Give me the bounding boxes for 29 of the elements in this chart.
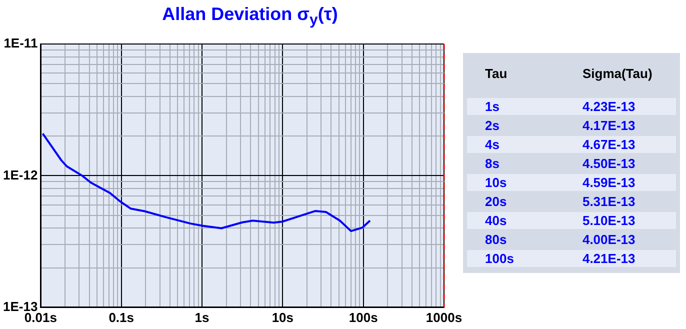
text: 5.10E-13 [582,213,636,228]
y-tick-label: 1E-12 [2,167,38,182]
text: 4.67E-13 [582,137,636,152]
category-label: 8s [484,155,500,172]
category-label: 1s [484,98,500,115]
category-label: 40s [484,212,508,229]
category-label: 20s [484,193,508,210]
x-tick-label: 1000s [426,310,462,325]
x-tick-label: 10s [272,310,294,325]
text: 4.23E-13 [582,99,636,114]
category-label: 2s [484,117,500,134]
text: 5.31E-13 [582,194,636,209]
y-tick-label: 1E-11 [4,36,38,51]
x-tick-label: 1s [194,310,210,325]
category-label: 100s [484,250,515,267]
text: 4.00E-13 [582,232,636,247]
text: 4.50E-13 [582,156,636,171]
chart-title: Allan Deviation σ$_{y}$(τ) [161,4,339,29]
category-label: 80s [484,231,508,248]
category-label: 4s [484,136,500,153]
text: Tau [484,65,508,83]
y-tick-label: 1E-13 [2,298,38,314]
text: 4.21E-13 [582,251,636,266]
x-tick-label: 100s [348,310,378,325]
text: 4.17E-13 [582,118,636,133]
text: 4.59E-13 [582,175,636,190]
x-tick-label: 0.1s [108,310,134,325]
category-label: 10s [484,174,508,191]
text: Sigma(Tau) [581,65,654,83]
